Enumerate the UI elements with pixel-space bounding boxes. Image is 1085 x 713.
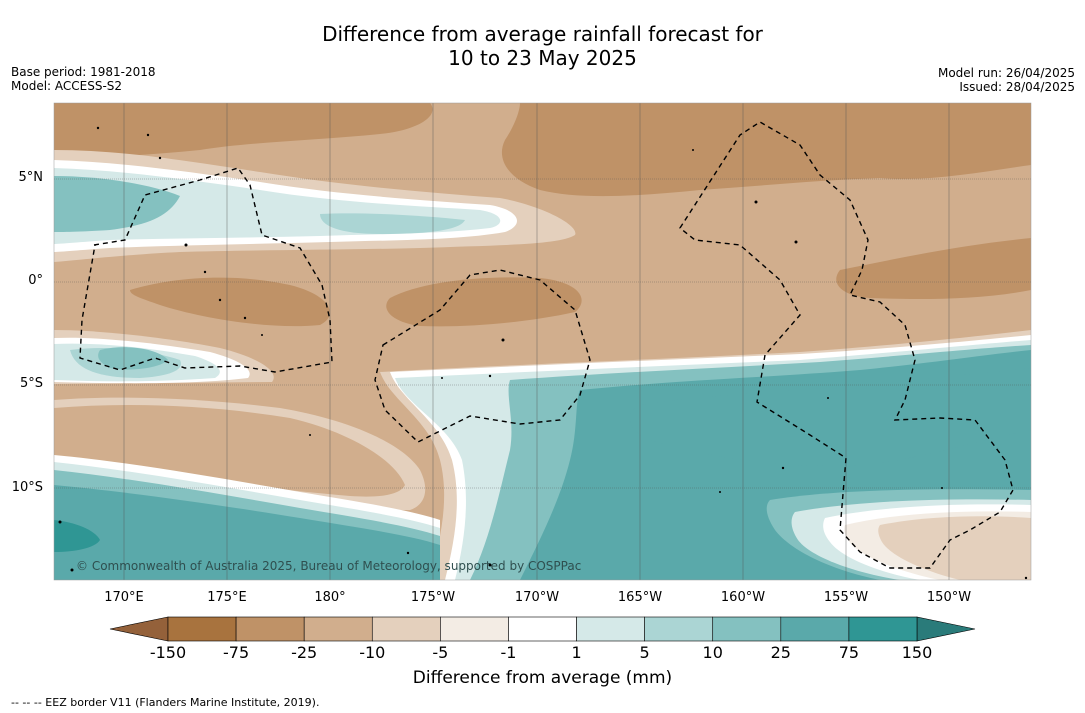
eez-borders: [79, 121, 1014, 569]
lat-label-10s: 10°S: [11, 480, 43, 495]
colorbar-under-arrow: [109, 616, 169, 642]
colorbar-segment: [440, 616, 509, 642]
colorbar-tick-label: -150: [149, 643, 187, 662]
lat-label-0: 0°: [28, 273, 43, 288]
lon-label-175e: 175°E: [207, 590, 247, 605]
eez-central: [374, 269, 591, 443]
colorbar-tick-label: -75: [223, 643, 250, 662]
model-name: Model: ACCESS-S2: [11, 79, 123, 93]
lon-label-165w: 165°W: [617, 590, 663, 605]
field-wet-north-west: [54, 176, 180, 232]
issued-date: Issued: 28/04/2025: [959, 80, 1075, 94]
lat-label-5s: 5°S: [19, 376, 43, 391]
colorbar-segment: [371, 616, 441, 642]
map-frame: [53, 102, 1032, 581]
eez-east: [679, 121, 1014, 569]
field-dry-equator-central: [386, 277, 582, 327]
lon-label-160w: 160°W: [720, 590, 766, 605]
field-wet-north-central: [320, 213, 465, 234]
colorbar: [109, 616, 976, 642]
eez-legend: -- -- -- EEZ border V11 (Flanders Marine…: [11, 696, 320, 709]
meta-left: Base period: 1981-2018 Model: ACCESS-S2: [11, 65, 156, 93]
colorbar-tick-label: -10: [359, 643, 386, 662]
lon-label-180: 180°: [314, 590, 346, 605]
islands: [58, 126, 1028, 580]
colorbar-tick-label: 1: [571, 643, 582, 662]
title-line-2: 10 to 23 May 2025: [448, 46, 637, 70]
meta-right: Model run: 26/04/2025 Issued: 28/04/2025: [938, 66, 1075, 94]
lat-label-5n: 5°N: [18, 170, 44, 185]
eez-west: [79, 167, 333, 373]
lon-label-170w: 170°W: [514, 590, 560, 605]
colorbar-tick-label: -25: [291, 643, 318, 662]
colorbar-over-arrow: [916, 616, 976, 642]
field-dry-north-east: [54, 103, 1031, 197]
colorbar-segment: [576, 616, 645, 642]
colorbar-tick-label: -5: [432, 643, 449, 662]
base-period: Base period: 1981-2018: [11, 65, 156, 79]
colorbar-segment: [712, 616, 782, 642]
field-wet-south-west-core-2: [54, 520, 100, 552]
field-wet-south-west-strong: [54, 485, 440, 580]
colorbar-tick-label: 10: [702, 643, 723, 662]
field-wet-south-west-core: [98, 347, 168, 370]
colorbar-tick-label: 25: [770, 643, 791, 662]
copyright-text: © Commonwealth of Australia 2025, Bureau…: [76, 559, 582, 573]
colorbar-tick-label: 75: [838, 643, 860, 662]
colorbar-segment: [235, 616, 305, 642]
colorbar-segment: [644, 616, 714, 642]
colorbar-segment: [303, 616, 373, 642]
lon-label-150w: 150°W: [926, 590, 972, 605]
lon-label-170e: 170°E: [104, 590, 144, 605]
map-title: Difference from average rainfall forecas…: [0, 22, 1085, 70]
colorbar-tick-label: 5: [639, 643, 650, 662]
rainfall-field: [54, 103, 1031, 580]
colorbar-tick-label: -1: [500, 643, 517, 662]
lon-label-155w: 155°W: [823, 590, 869, 605]
model-run: Model run: 26/04/2025: [937, 66, 1075, 80]
field-dry-equator-east: [836, 238, 1031, 300]
colorbar-segment: [167, 616, 237, 642]
lon-label-175w: 175°W: [410, 590, 456, 605]
title-line-1: Difference from average rainfall forecas…: [322, 22, 763, 46]
field-dry-south-west: [54, 405, 405, 497]
field-dry-equator-west: [130, 277, 330, 327]
colorbar-segment: [508, 616, 577, 642]
colorbar-segment: [780, 616, 850, 642]
field-wet-south-core: [629, 368, 1031, 466]
colorbar-tick-label: 150: [901, 643, 933, 662]
graticule: [54, 103, 1031, 580]
field-dry-north-west: [54, 103, 433, 158]
field-light-dry-south-east: [878, 516, 1031, 580]
colorbar-title: Difference from average (mm): [412, 668, 673, 688]
colorbar-segment: [848, 616, 918, 642]
